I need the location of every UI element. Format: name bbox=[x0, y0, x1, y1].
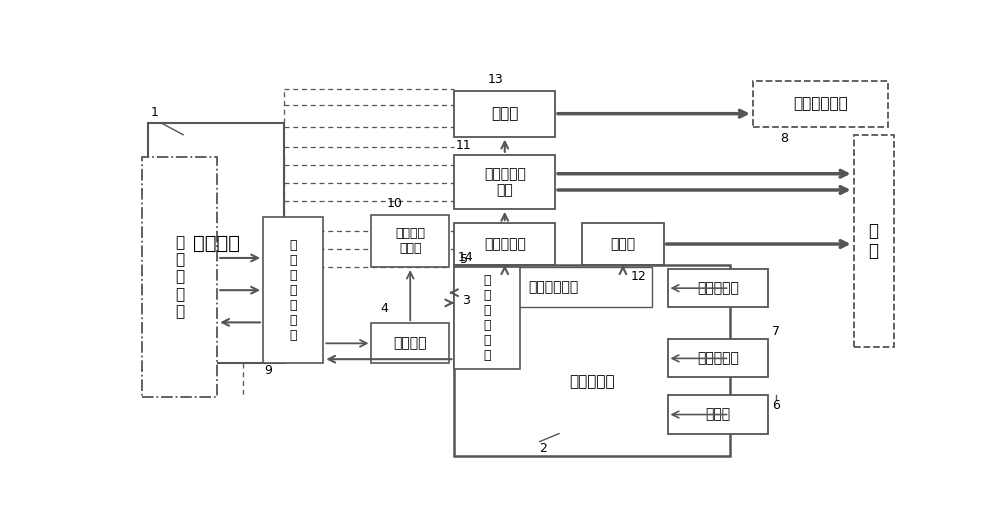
Bar bbox=[668, 269, 768, 307]
Text: 空
气: 空 气 bbox=[869, 221, 879, 260]
Bar bbox=[753, 81, 888, 127]
Text: 离
心
脱
气
机
构: 离 心 脱 气 机 构 bbox=[484, 274, 491, 362]
Bar bbox=[263, 217, 323, 364]
Text: 气体检测设备: 气体检测设备 bbox=[793, 96, 848, 111]
Text: 6: 6 bbox=[772, 399, 780, 412]
Bar bbox=[142, 157, 217, 398]
Bar bbox=[454, 91, 555, 137]
Text: 14: 14 bbox=[458, 252, 474, 264]
Text: 第
一
电
磁
三
通
阀: 第 一 电 磁 三 通 阀 bbox=[289, 239, 297, 342]
Text: 2: 2 bbox=[540, 442, 547, 455]
Text: 第一三通电
磁阀: 第一三通电 磁阀 bbox=[484, 167, 526, 197]
Text: 第二三通
电磁阀: 第二三通 电磁阀 bbox=[395, 227, 425, 255]
Bar bbox=[454, 265, 730, 456]
Bar bbox=[454, 223, 555, 265]
Text: 微型油泵: 微型油泵 bbox=[393, 337, 427, 350]
Text: 5: 5 bbox=[460, 253, 468, 266]
Text: 气体预富集室: 气体预富集室 bbox=[528, 280, 578, 294]
Text: 待
分
离
的
油: 待 分 离 的 油 bbox=[175, 235, 184, 319]
Text: 13: 13 bbox=[488, 73, 503, 86]
Bar bbox=[582, 223, 664, 265]
Text: 9: 9 bbox=[264, 364, 272, 377]
Text: 温度传感器: 温度传感器 bbox=[697, 351, 739, 365]
Bar bbox=[371, 323, 449, 364]
Bar bbox=[148, 123, 284, 364]
Text: 12: 12 bbox=[630, 270, 646, 283]
Text: 7: 7 bbox=[772, 325, 780, 338]
Text: 净化腔: 净化腔 bbox=[491, 106, 518, 121]
Bar bbox=[371, 215, 449, 267]
Text: 油气分离室: 油气分离室 bbox=[569, 374, 615, 389]
Text: 压力传感器: 压力传感器 bbox=[697, 281, 739, 295]
Text: 8: 8 bbox=[780, 132, 788, 145]
Text: 液位计: 液位计 bbox=[705, 407, 730, 421]
Text: 11: 11 bbox=[456, 139, 472, 152]
Text: 微型真空泵: 微型真空泵 bbox=[484, 237, 526, 251]
Text: 控制电路: 控制电路 bbox=[193, 233, 240, 253]
Bar bbox=[454, 155, 555, 209]
Bar bbox=[668, 395, 768, 433]
Bar bbox=[668, 339, 768, 377]
Text: 4: 4 bbox=[381, 302, 389, 315]
Text: 3: 3 bbox=[462, 293, 470, 306]
Bar bbox=[854, 135, 894, 348]
Bar bbox=[454, 267, 520, 369]
Text: 两通阀: 两通阀 bbox=[610, 237, 636, 251]
Text: 1: 1 bbox=[151, 106, 158, 119]
Text: 10: 10 bbox=[387, 197, 403, 210]
Bar bbox=[454, 267, 652, 307]
